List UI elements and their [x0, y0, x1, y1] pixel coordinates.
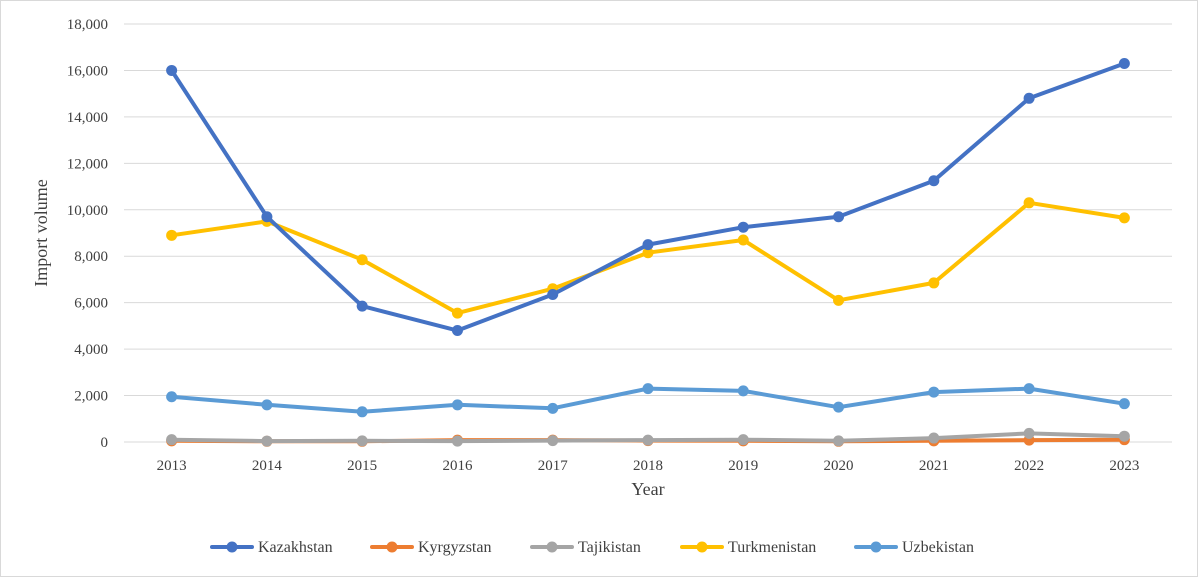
data-point: [1023, 92, 1035, 104]
data-point: [928, 277, 940, 289]
x-tick-label: 2017: [538, 458, 569, 474]
legend-swatch-marker: [870, 541, 882, 553]
data-point: [1023, 427, 1035, 439]
legend-item-tajikistan: Tajikistan: [530, 539, 641, 556]
y-tick-label: 12,000: [67, 156, 108, 172]
x-axis-ticks: 2013 2014 2015 2016 2017 2018 2019 2020 2021 2022…: [157, 458, 1140, 474]
data-point: [737, 385, 749, 397]
y-tick-label: 8,000: [74, 249, 108, 265]
legend-label: Kyrgyzstan: [418, 539, 491, 556]
data-point: [1118, 212, 1130, 224]
legend-swatch-marker: [226, 541, 238, 553]
x-tick-label: 2016: [442, 458, 473, 474]
y-tick-label: 14,000: [67, 110, 108, 126]
data-point: [356, 254, 368, 266]
data-point: [642, 383, 654, 395]
x-tick-label: 2014: [252, 458, 283, 474]
x-tick-label: 2020: [824, 458, 854, 474]
legend-label: Turkmenistan: [728, 539, 816, 556]
data-point: [451, 435, 463, 447]
y-tick-label: 10,000: [67, 203, 108, 219]
series-line: [169, 61, 1127, 333]
x-tick-label: 2018: [633, 458, 663, 474]
legend-label: Kazakhstan: [258, 539, 333, 556]
legend-item-kyrgyzstan: Kyrgyzstan: [370, 539, 491, 556]
legend-swatch-marker: [696, 541, 708, 553]
data-point: [166, 229, 178, 241]
data-point: [166, 391, 178, 403]
data-point: [356, 435, 368, 447]
legend-item-kazakhstan: Kazakhstan: [210, 539, 333, 556]
data-point: [356, 406, 368, 418]
data-point: [261, 399, 273, 411]
data-point: [547, 402, 559, 414]
data-point: [833, 211, 845, 223]
data-point: [261, 435, 273, 447]
x-tick-label: 2013: [157, 458, 187, 474]
data-point: [451, 325, 463, 337]
data-point: [833, 294, 845, 306]
gridlines: [124, 23, 1172, 397]
y-tick-label: 18,000: [67, 17, 108, 33]
series-uzbekistan: [166, 383, 1130, 418]
data-point: [928, 175, 940, 187]
series-layer: [166, 57, 1130, 447]
data-point: [737, 434, 749, 446]
y-tick-label: 0: [101, 435, 109, 451]
data-point: [928, 432, 940, 444]
data-point: [1023, 383, 1035, 395]
data-point: [642, 247, 654, 259]
legend-item-uzbekistan: Uzbekistan: [854, 539, 974, 556]
data-point: [1118, 398, 1130, 410]
data-point: [737, 221, 749, 233]
legend-label: Tajikistan: [578, 539, 641, 556]
legend: Kazakhstan Kyrgyzstan Tajikistan Turkmenist…: [210, 539, 974, 556]
y-tick-label: 4,000: [74, 342, 108, 358]
data-point: [833, 401, 845, 413]
y-axis-ticks: 0 2,000 4,000 6,000 8,000 10,000 12,000 14,000 1…: [67, 17, 108, 451]
data-point: [547, 435, 559, 447]
data-point: [1118, 57, 1130, 69]
y-axis-title: Import volume: [31, 179, 51, 286]
legend-item-turkmenistan: Turkmenistan: [680, 539, 816, 556]
data-point: [261, 211, 273, 223]
data-point: [642, 239, 654, 251]
legend-swatch-marker: [546, 541, 558, 553]
data-point: [928, 386, 940, 398]
x-axis-title: Year: [631, 479, 664, 499]
legend-label: Uzbekistan: [902, 539, 974, 556]
data-point: [451, 307, 463, 319]
x-tick-label: 2019: [728, 458, 758, 474]
y-tick-label: 16,000: [67, 63, 108, 79]
data-point: [1118, 430, 1130, 442]
data-point: [547, 289, 559, 301]
data-point: [642, 434, 654, 446]
data-point: [737, 234, 749, 246]
y-tick-label: 6,000: [74, 296, 108, 312]
series-kazakhstan: [166, 57, 1130, 337]
legend-swatch-marker: [386, 541, 398, 553]
data-point: [166, 64, 178, 76]
x-tick-label: 2015: [347, 458, 377, 474]
series-tajikistan: [166, 427, 1130, 447]
x-tick-label: 2023: [1109, 458, 1139, 474]
data-point: [1023, 197, 1035, 209]
x-tick-label: 2021: [919, 458, 949, 474]
data-point: [451, 399, 463, 411]
data-point: [356, 300, 368, 312]
data-point: [833, 435, 845, 447]
data-point: [166, 434, 178, 446]
y-tick-label: 2,000: [74, 389, 108, 405]
x-tick-label: 2022: [1014, 458, 1044, 474]
